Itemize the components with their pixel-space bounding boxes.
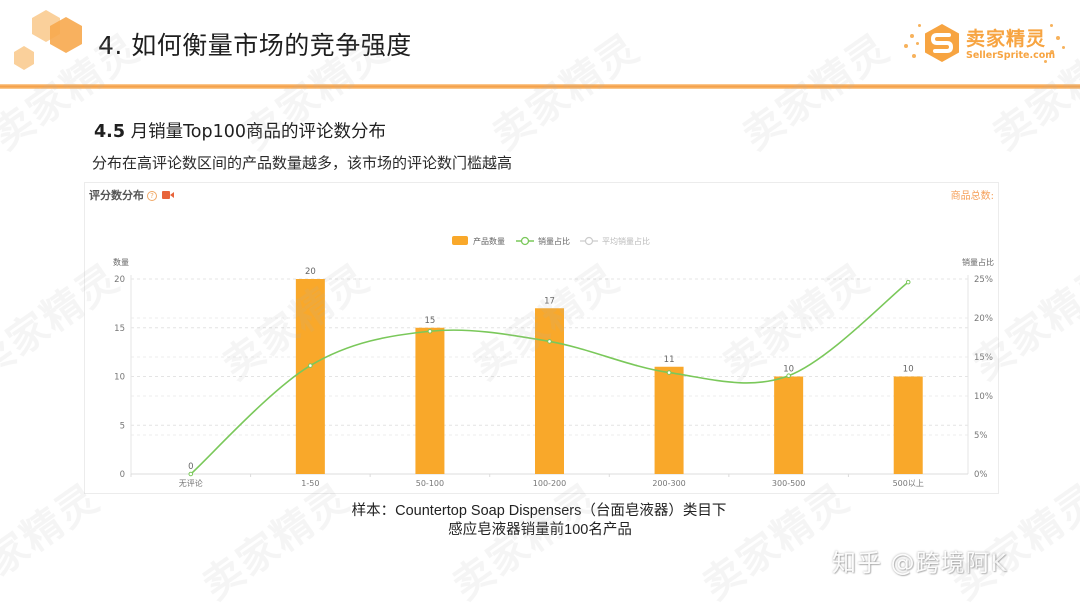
video-camera-icon[interactable] (162, 191, 174, 199)
bar[interactable] (893, 376, 923, 475)
section-title: 4.5 月销量Top100商品的评论数分布 (94, 118, 386, 143)
header-divider (0, 84, 1080, 89)
sales-share-point[interactable] (666, 370, 672, 375)
card-title-text: 评分数分布 (89, 189, 144, 202)
bar-data-label: 10 (783, 365, 794, 375)
x-axis-tick: 100-200 (533, 479, 566, 488)
legend-avg-line-marker (584, 236, 594, 246)
x-axis-tick: 500以上 (893, 479, 924, 488)
x-axis-tick: 300-500 (772, 479, 805, 488)
section-title-text: 月销量Top100商品的评论数分布 (130, 122, 387, 142)
y-axis-right-tick: 15% (974, 353, 993, 363)
bar[interactable] (415, 327, 445, 474)
bar-data-label: 17 (544, 296, 555, 306)
legend-bar-swatch[interactable] (452, 236, 468, 245)
sales-share-point[interactable] (905, 279, 911, 285)
x-axis-tick: 50-100 (416, 479, 444, 488)
watermark-text: 卖家精灵 (484, 25, 649, 160)
section-number: 4.5 (94, 122, 126, 142)
sample-caption-line2: 感应皂液器销量前100名产品 (448, 522, 632, 538)
section-subtitle: 分布在高评论数区间的产品数量越多，该市场的评论数门槛越高 (92, 154, 513, 172)
x-axis-tick: 1-50 (301, 479, 319, 488)
sales-share-point[interactable] (308, 363, 313, 368)
card-title: 评分数分布? (89, 187, 174, 203)
bar[interactable] (654, 366, 684, 474)
sales-share-point[interactable] (427, 328, 433, 334)
y-axis-left-title: 数量 (113, 257, 129, 267)
sales-share-point[interactable] (786, 373, 791, 379)
sales-share-point[interactable] (547, 339, 552, 344)
bar-data-label: 20 (305, 267, 316, 277)
legend-label: 销量占比 (538, 236, 570, 246)
logo-cn-text: 卖家精灵 (966, 28, 1047, 50)
slide-title: 4. 如何衡量市场的竞争强度 (98, 31, 412, 60)
hexagon-decoration-icon (14, 10, 82, 70)
total-products-label: 商品总数: (950, 191, 994, 202)
y-axis-left-tick: 10 (114, 373, 125, 383)
y-axis-right-tick: 0% (974, 470, 988, 480)
question-circle-icon[interactable]: ? (147, 191, 157, 201)
y-axis-right-title: 销量占比 (962, 257, 994, 267)
y-axis-right-tick: 5% (974, 431, 988, 441)
legend-label: 产品数量 (473, 236, 505, 246)
bar-data-label: 11 (664, 355, 675, 365)
y-axis-left-tick: 0 (120, 470, 125, 480)
y-axis-left-tick: 5 (120, 421, 125, 431)
watermark-text: 卖家精灵 (734, 25, 899, 160)
sales-share-point[interactable] (188, 471, 194, 477)
logo-en-text: SellerSprite.com (966, 50, 1056, 61)
bar-data-label: 15 (425, 316, 436, 326)
x-axis-tick: 200-300 (652, 479, 685, 488)
bar[interactable] (774, 376, 804, 475)
y-axis-right-tick: 20% (974, 314, 993, 324)
sellersprite-logo: 卖家精灵 SellerSprite.com (900, 14, 1070, 70)
bar[interactable] (535, 308, 564, 474)
bar[interactable] (295, 279, 325, 474)
x-axis-tick: 无评论 (179, 478, 203, 488)
y-axis-left-tick: 15 (114, 324, 125, 334)
sample-caption-line1: 样本：Countertop Soap Dispensers（台面皂液器）类目下 (351, 503, 727, 519)
s-hexagon-logo-icon (925, 24, 959, 62)
y-axis-right-tick: 25% (974, 275, 993, 285)
legend-line-marker (520, 236, 530, 246)
y-axis-left-tick: 20 (114, 275, 125, 285)
legend-label: 平均销量占比 (602, 236, 650, 246)
y-axis-right-tick: 10% (974, 392, 993, 402)
zhihu-watermark: 知乎 @跨境阿K (832, 549, 1008, 577)
bar-data-label: 0 (188, 462, 193, 472)
bar-data-label: 10 (903, 365, 914, 375)
chart-card: 评分数分布? 商品总数: 产品数量 销量占比 平均销量占比 数量 销量占比 0 5 10 15 2… (84, 182, 999, 494)
